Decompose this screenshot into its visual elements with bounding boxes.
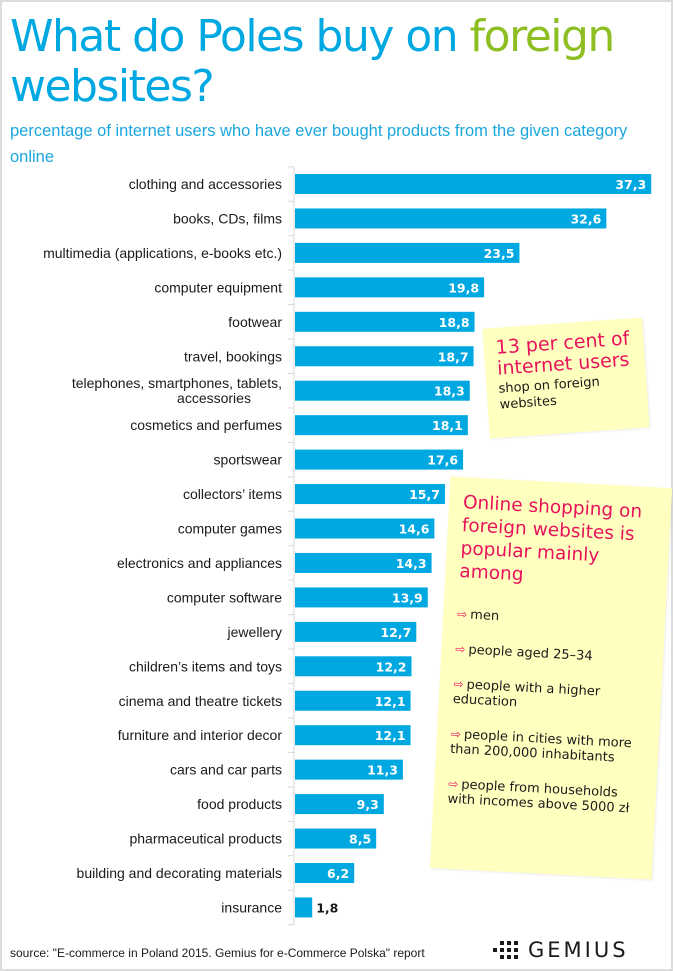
note2-item-text: people from households with incomes abov… — [447, 777, 630, 817]
value-label: 12,1 — [375, 694, 406, 709]
arrow-right-outline-icon: ⇨ — [447, 776, 459, 792]
sticky-note-share: 13 per cent of internet users shop on fo… — [482, 317, 650, 439]
bar — [295, 277, 485, 298]
category-label: sportswear — [214, 452, 283, 468]
bar — [295, 415, 468, 436]
category-label: cars and car parts — [170, 762, 282, 778]
category-label: telephones, smartphones, tablets, — [72, 375, 282, 391]
value-label: 13,9 — [392, 590, 423, 605]
value-label: 6,2 — [327, 866, 349, 881]
bar — [295, 242, 520, 263]
value-label: 12,1 — [375, 728, 406, 743]
category-label: multimedia (applications, e-books etc.) — [43, 245, 282, 261]
bar — [295, 690, 411, 711]
bar — [295, 621, 417, 642]
page-title: What do Poles buy on foreign websites? — [10, 12, 670, 112]
value-label: 14,3 — [396, 556, 427, 571]
gemius-dots-icon — [493, 941, 518, 959]
bar — [295, 759, 403, 780]
arrow-right-outline-icon: ⇨ — [455, 641, 466, 657]
category-label: cosmetics and perfumes — [130, 417, 282, 433]
gemius-logo: GEMIUS — [493, 938, 629, 962]
value-label: 9,3 — [357, 797, 379, 812]
bar — [295, 725, 411, 746]
value-label: 14,6 — [399, 522, 430, 537]
value-label: 12,2 — [376, 659, 407, 674]
value-label: 18,1 — [432, 418, 463, 433]
category-label: jewellery — [227, 624, 282, 640]
bar — [295, 587, 428, 608]
value-label: 11,3 — [367, 763, 398, 778]
category-label: travel, bookings — [184, 348, 282, 364]
category-label: cinema and theatre tickets — [119, 693, 282, 709]
logo-text: GEMIUS — [528, 938, 629, 962]
arrow-right-outline-icon: ⇨ — [456, 607, 468, 622]
category-label: insurance — [221, 899, 282, 915]
note2-item: ⇨ people from households with incomes abo… — [447, 777, 646, 817]
sticky-note-demographics: Online shopping on foreign websites is p… — [429, 476, 673, 880]
title-part1: What do Poles buy on — [10, 11, 470, 62]
bar — [295, 863, 355, 883]
bar — [295, 518, 435, 539]
category-label: children’s items and toys — [129, 658, 282, 674]
note2-item-text: men — [469, 607, 500, 625]
category-label: pharmaceutical products — [129, 831, 282, 847]
category-label: computer games — [178, 521, 282, 537]
note2-item: ⇨ people in cities with more than 200,000… — [450, 727, 649, 767]
value-label: 12,7 — [380, 625, 411, 640]
value-label: 18,3 — [434, 384, 465, 399]
note2-item-text: people in cities with more than 200,000 … — [449, 727, 633, 766]
note2-list: ⇨ men ⇨ people aged 25–34 ⇨ people with a hig… — [447, 607, 655, 817]
note1-headline: 13 per cent of internet users — [495, 328, 646, 380]
category-label: food products — [197, 796, 282, 812]
arrow-right-outline-icon: ⇨ — [450, 726, 462, 742]
value-label: 37,3 — [615, 177, 646, 192]
category-label: computer software — [167, 589, 282, 605]
bar — [295, 828, 377, 849]
category-label: computer equipment — [154, 279, 282, 295]
note2-headline: Online shopping on foreign websites is p… — [458, 492, 643, 586]
note2-item-text: people with a higher education — [452, 677, 601, 711]
value-label: 32,6 — [570, 211, 601, 226]
bar — [295, 311, 475, 332]
value-label: 17,6 — [427, 453, 458, 468]
bar — [295, 656, 412, 677]
note2-item: ⇨ people with a higher education — [452, 677, 651, 717]
value-label: 1,8 — [316, 900, 338, 915]
bar — [295, 794, 384, 815]
chart-subtitle: percentage of internet users who have ev… — [10, 122, 628, 166]
value-label: 18,8 — [439, 315, 470, 330]
value-label: 18,7 — [438, 349, 469, 364]
category-label: footwear — [228, 314, 282, 330]
category-label: accessories — [177, 390, 251, 406]
bar — [295, 897, 313, 918]
bar — [295, 552, 432, 573]
category-label: clothing and accessories — [129, 176, 282, 192]
bar — [295, 208, 607, 229]
title-accent: foreign — [469, 11, 616, 62]
note2-item-text: people aged 25–34 — [468, 642, 594, 665]
category-label: building and decorating materials — [77, 865, 282, 881]
value-label: 23,5 — [484, 246, 515, 261]
category-label: furniture and interior decor — [118, 727, 283, 743]
bar — [295, 449, 464, 470]
bar — [295, 346, 474, 367]
value-label: 15,7 — [409, 487, 440, 502]
bar — [295, 484, 445, 505]
value-label: 8,5 — [349, 832, 371, 847]
category-label: books, CDs, films — [173, 210, 282, 226]
title-part2: websites? — [10, 61, 215, 112]
source-note: source: "E-commerce in Poland 2015. Gemi… — [10, 946, 425, 960]
value-label: 19,8 — [448, 280, 479, 295]
note2-item: ⇨ people aged 25–34 — [455, 642, 654, 667]
bar — [295, 174, 652, 194]
category-label: collectors’ items — [183, 486, 282, 502]
arrow-right-outline-icon: ⇨ — [453, 676, 464, 692]
note2-item: ⇨ men — [457, 607, 656, 632]
category-label: electronics and appliances — [117, 555, 282, 571]
bar — [295, 380, 470, 401]
